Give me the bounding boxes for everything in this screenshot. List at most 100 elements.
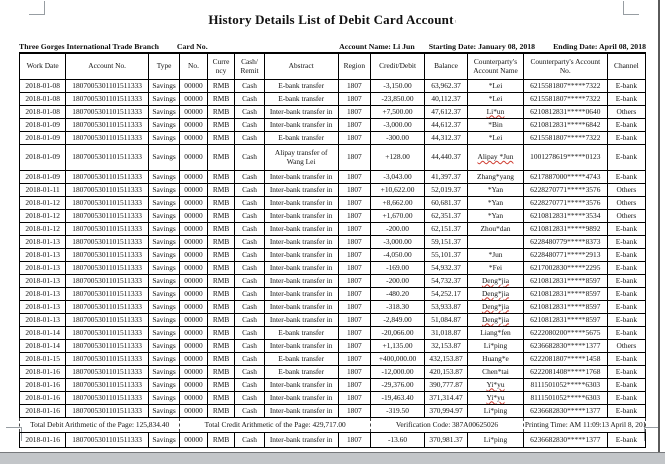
cell-no: 00000 bbox=[179, 144, 208, 171]
cell-channel: Others bbox=[606, 209, 647, 223]
cell-type: Savings bbox=[147, 170, 181, 184]
cell-channel: E-bank bbox=[606, 365, 647, 379]
cell-credit-debit: -3,043.00 bbox=[370, 170, 425, 184]
cell-currency: RMB bbox=[206, 352, 236, 366]
cell-balance: 62,351.37 bbox=[423, 209, 469, 223]
cell-account-no: 1807005301101511333 bbox=[65, 105, 149, 119]
cell-no: 00000 bbox=[179, 365, 208, 379]
cell-region: 1807 bbox=[337, 79, 372, 93]
col-header-account-no: Account No. bbox=[65, 53, 149, 80]
cell-no: 00000 bbox=[179, 391, 208, 405]
cell-channel: E-bank bbox=[606, 261, 647, 275]
cell-balance: 44,440.37 bbox=[423, 144, 469, 171]
cell-abstract: Inter-bank transfer in bbox=[263, 118, 339, 132]
cell-counterparty-account-no: 6215581807*****7322 bbox=[522, 131, 608, 145]
cell-account-no: 1807005301101511333 bbox=[65, 404, 149, 418]
cell-no: 00000 bbox=[179, 326, 208, 340]
cell-cash-remit: Cash bbox=[234, 287, 265, 301]
table-row: 2018-01-14 1807005301101511333 Savings 0000… bbox=[18, 326, 647, 340]
cell-abstract: Inter-bank transfer in bbox=[263, 313, 339, 327]
cell-work-date: 2018-01-08 bbox=[18, 105, 67, 119]
cell-cash-remit: Cash bbox=[234, 79, 265, 93]
table-row: 2018-01-11 1807005301101511333 Savings 0000… bbox=[18, 183, 647, 197]
cell-work-date: 2018-01-13 bbox=[18, 248, 67, 262]
cell-work-date: 2018-01-14 bbox=[18, 326, 67, 340]
table-row: 2018-01-12 1807005301101511333 Savings 0000… bbox=[18, 222, 647, 236]
col-header-channel: Channel bbox=[606, 53, 647, 80]
cell-abstract: E-bank transfer bbox=[263, 326, 339, 340]
account-name: Account Name: Li Jun bbox=[339, 42, 415, 51]
cell-currency: RMB bbox=[206, 196, 236, 210]
table-row: 2018-01-16 1807005301101511333 Savings 0000… bbox=[18, 378, 647, 392]
cell-account-no: 1807005301101511333 bbox=[65, 209, 149, 223]
cell-currency: RMB bbox=[206, 432, 236, 448]
cell-counterparty-account-no: 6222080200*****5675 bbox=[522, 326, 608, 340]
cell-type: Savings bbox=[147, 222, 181, 236]
cell-account-no: 1807005301101511333 bbox=[65, 287, 149, 301]
col-header-counterparty-account-no: Counterparty's Account No. bbox=[522, 53, 608, 80]
cell-balance: 60,681.37 bbox=[423, 196, 469, 210]
col-header-abstract: Abstract bbox=[263, 53, 339, 80]
cell-balance: 54,732.37 bbox=[423, 274, 469, 288]
cell-cash-remit: Cash bbox=[234, 170, 265, 184]
cell-cash-remit: Cash bbox=[234, 261, 265, 275]
cell-counterparty-name: Liang*fen bbox=[467, 326, 524, 340]
cell-channel: E-bank bbox=[606, 248, 647, 262]
cell-currency: RMB bbox=[206, 404, 236, 418]
cell-channel: E-bank bbox=[606, 300, 647, 314]
cell-no: 00000 bbox=[179, 274, 208, 288]
cell-balance: 54,252.17 bbox=[423, 287, 469, 301]
cell-work-date: 2018-01-08 bbox=[18, 92, 67, 106]
cell-region: 1807 bbox=[337, 339, 372, 353]
cell-counterparty-name: Li*ping bbox=[467, 432, 524, 448]
cell-channel: Others bbox=[606, 183, 647, 197]
cell-region: 1807 bbox=[337, 326, 372, 340]
cell-account-no: 1807005301101511333 bbox=[65, 274, 149, 288]
cell-work-date: 2018-01-13 bbox=[18, 261, 67, 275]
cell-abstract: Inter-bank transfer in bbox=[263, 300, 339, 314]
cell-counterparty-account-no: 6236682830*****1377 bbox=[522, 432, 608, 448]
cell-type: Savings bbox=[147, 352, 181, 366]
cell-channel: E-bank bbox=[606, 287, 647, 301]
cell-credit-debit: -200.00 bbox=[370, 222, 425, 236]
cell-abstract: Inter-bank transfer in bbox=[263, 196, 339, 210]
cell-channel: E-bank bbox=[606, 404, 647, 418]
cell-work-date: 2018-01-14 bbox=[18, 339, 67, 353]
table-body-after-summary: 2018-01-16 1807005301101511333 Savings 0000… bbox=[18, 432, 647, 448]
cell-type: Savings bbox=[147, 378, 181, 392]
cell-abstract: Inter-bank transfer in bbox=[263, 222, 339, 236]
cell-counterparty-name: *Yan bbox=[467, 183, 524, 197]
cell-type: Savings bbox=[147, 261, 181, 275]
cell-account-no: 1807005301101511333 bbox=[65, 79, 149, 93]
cell-account-no: 1807005301101511333 bbox=[65, 378, 149, 392]
table-row: 2018-01-12 1807005301101511333 Savings 0000… bbox=[18, 196, 647, 210]
cell-counterparty-account-no: 6217002830*****2295 bbox=[522, 261, 608, 275]
cell-counterparty-name: Deng*jia bbox=[467, 287, 524, 301]
cell-balance: 370,981.37 bbox=[423, 432, 469, 448]
cell-abstract: E-bank transfer bbox=[263, 92, 339, 106]
cell-counterparty-name: Yi*yu bbox=[467, 378, 524, 392]
cell-counterparty-name: *Bin bbox=[467, 118, 524, 132]
cell-work-date: 2018-01-13 bbox=[18, 300, 67, 314]
cell-currency: RMB bbox=[206, 79, 236, 93]
cell-currency: RMB bbox=[206, 183, 236, 197]
col-header-credit-debit: Credit/Debit bbox=[370, 53, 425, 80]
cell-cash-remit: Cash bbox=[234, 222, 265, 236]
cell-account-no: 1807005301101511333 bbox=[65, 261, 149, 275]
cell-credit-debit: +8,662.00 bbox=[370, 196, 425, 210]
cell-balance: 432,153.87 bbox=[423, 352, 469, 366]
cell-account-no: 1807005301101511333 bbox=[65, 391, 149, 405]
cell-work-date: 2018-01-16 bbox=[18, 391, 67, 405]
cell-no: 00000 bbox=[179, 339, 208, 353]
cell-cash-remit: Cash bbox=[234, 313, 265, 327]
cell-credit-debit: -20,066.00 bbox=[370, 326, 425, 340]
cell-counterparty-account-no: 6210812831*****8597 bbox=[522, 300, 608, 314]
cell-channel: E-bank bbox=[606, 222, 647, 236]
cell-region: 1807 bbox=[337, 196, 372, 210]
cell-balance: 59,151.37 bbox=[423, 235, 469, 249]
cell-channel: Others bbox=[606, 339, 647, 353]
col-header-balance: Balance bbox=[423, 53, 469, 80]
cell-region: 1807 bbox=[337, 287, 372, 301]
cell-counterparty-name: Li*ping bbox=[467, 404, 524, 418]
